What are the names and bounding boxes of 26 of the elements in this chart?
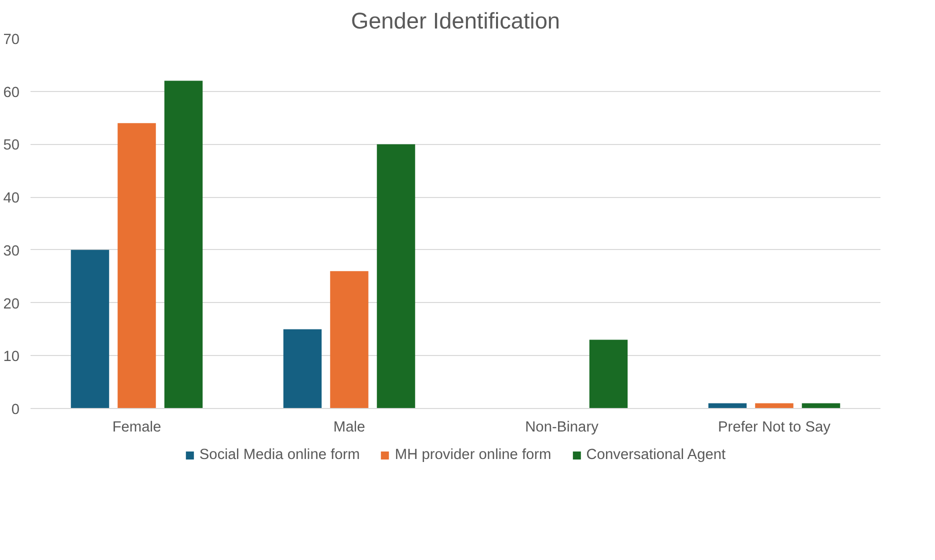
y-tick-label: 10 (3, 349, 20, 366)
bar (70, 250, 110, 408)
chart-title: Gender Identification (350, 8, 560, 34)
bar (589, 340, 628, 408)
x-tick-label: Male (333, 420, 366, 436)
y-tick-label: 30 (3, 243, 20, 260)
legend-label: Conversational Agent (586, 447, 726, 463)
x-tick-label: Non-Binary (525, 420, 600, 436)
legend-label: MH provider online form (394, 447, 552, 463)
x-tick-label: Female (112, 420, 162, 436)
bar (330, 271, 368, 408)
x-tick-label: Prefer Not to Say (718, 420, 832, 436)
bar (708, 403, 747, 408)
bar (376, 144, 416, 408)
bar (755, 403, 794, 408)
y-tick-label: 50 (3, 138, 20, 154)
bar (164, 80, 203, 408)
y-tick-label: 70 (3, 32, 20, 48)
bar (118, 123, 156, 408)
y-tick-label: 0 (11, 402, 20, 418)
bar (283, 329, 322, 408)
bar (802, 403, 840, 408)
y-tick-label: 20 (3, 296, 20, 312)
y-tick-label: 60 (3, 84, 20, 101)
legend-label: Social Media online form (199, 447, 360, 463)
y-tick-label: 40 (3, 190, 20, 207)
